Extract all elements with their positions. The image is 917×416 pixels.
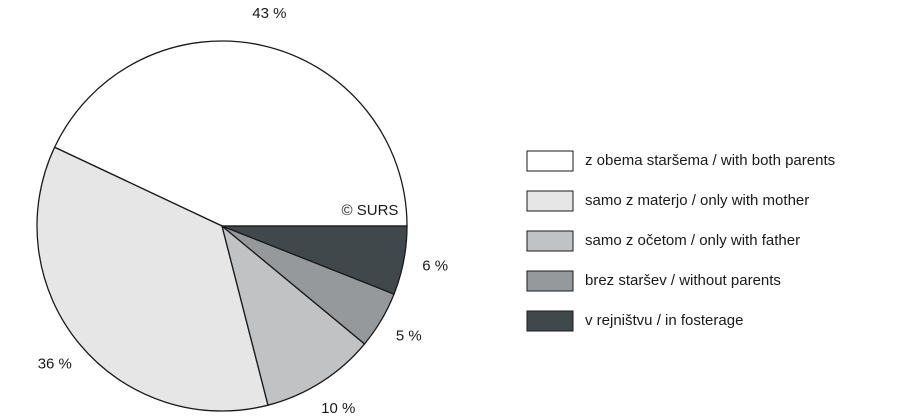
legend-label: v rejništvu / in fosterage [585, 312, 743, 329]
legend-label: samo z materjo / only with mother [585, 192, 809, 209]
legend-swatch [526, 190, 574, 212]
slice-label: 5 % [396, 327, 422, 344]
slice-label: 6 % [422, 258, 448, 275]
legend-label: z obema staršema / with both parents [585, 152, 835, 169]
pie-slice [220, 224, 366, 406]
pie-slice [53, 40, 408, 227]
legend-swatch [526, 270, 574, 292]
legend-swatch [526, 150, 574, 172]
legend-swatch [526, 230, 574, 252]
pie-slice [221, 225, 408, 295]
legend-label: brez staršev / without parents [585, 272, 781, 289]
slice-label: 10 % [321, 400, 355, 416]
slice-label: 43 % [252, 5, 286, 22]
slice-label: 36 % [38, 355, 72, 372]
legend-label: samo z očetom / only with father [585, 232, 800, 249]
legend-swatch [526, 310, 574, 332]
copyright-note: © SURS [342, 202, 399, 219]
pie-slice [36, 146, 269, 412]
